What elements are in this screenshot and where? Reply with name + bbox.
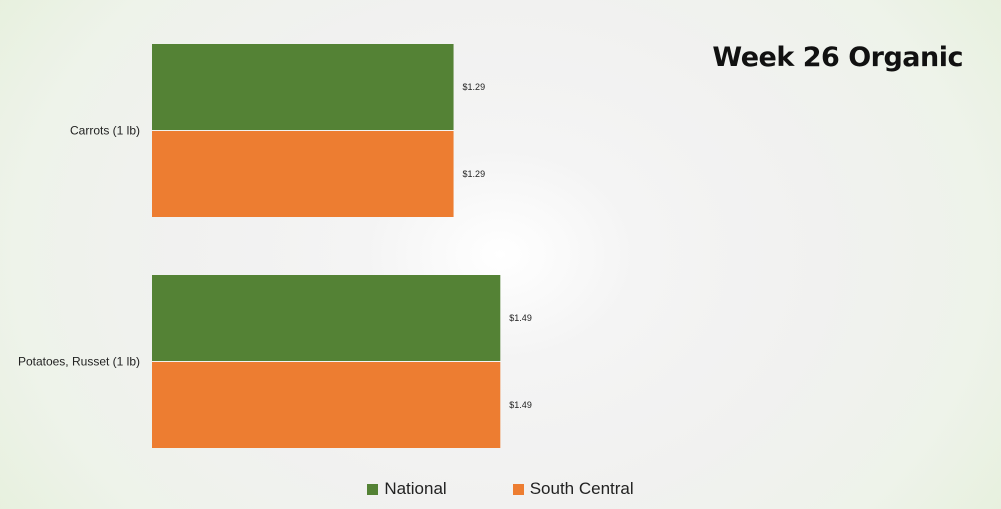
data-label-south-central-potatoes-russet-1-lb: $1.49	[509, 400, 532, 410]
data-label-national-carrots-1-lb: $1.29	[463, 82, 486, 92]
legend-swatch-south-central	[512, 483, 524, 495]
bar-south-central-carrots-1-lb	[152, 131, 454, 217]
legend-label-national: National	[384, 479, 447, 498]
category-label-carrots-1-lb: Carrots (1 lb)	[70, 124, 140, 138]
legend-label-south-central: South Central	[529, 479, 634, 498]
bar-south-central-potatoes-russet-1-lb	[152, 362, 501, 448]
data-label-south-central-carrots-1-lb: $1.29	[463, 169, 486, 179]
bar-national-carrots-1-lb	[152, 44, 454, 130]
bar-national-potatoes-russet-1-lb	[152, 275, 501, 361]
chart-title: Week 26 Organic	[712, 42, 963, 73]
legend-swatch-national	[367, 483, 379, 495]
category-label-potatoes-russet-1-lb: Potatoes, Russet (1 lb)	[18, 355, 140, 369]
legend-item-south-central: South Central	[512, 479, 634, 499]
legend: National South Central	[0, 479, 1001, 499]
legend-item-national: National	[367, 479, 447, 499]
data-label-national-potatoes-russet-1-lb: $1.49	[509, 313, 532, 323]
